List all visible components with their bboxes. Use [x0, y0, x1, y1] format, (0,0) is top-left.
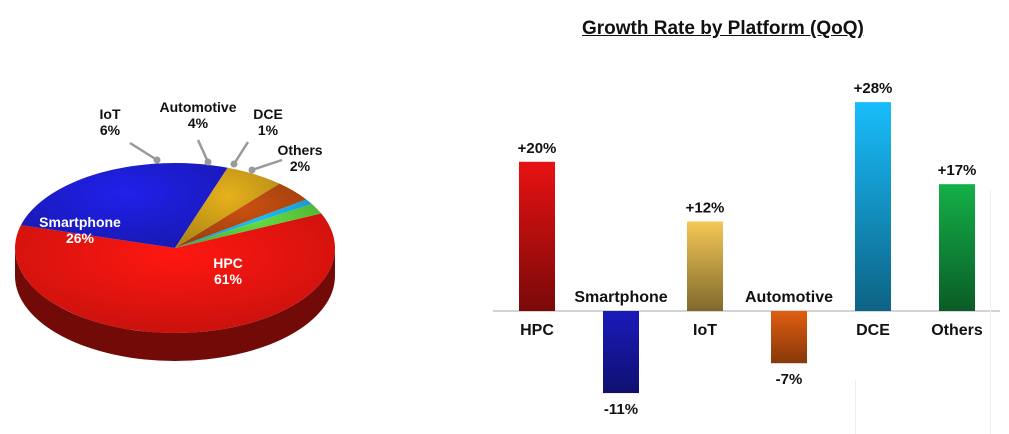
pie-leader-line	[129, 141, 158, 162]
bar-category-label: IoT	[693, 322, 717, 339]
pie-slice-automotive	[175, 183, 307, 248]
pie-slice-side-hpc	[15, 248, 335, 361]
pie-category-label: HPC	[213, 255, 243, 271]
bar-category-label: DCE	[856, 322, 890, 339]
pie-value-label: 4%	[188, 115, 209, 131]
pie-value-label: 26%	[66, 230, 95, 246]
pie-leader-dot	[204, 158, 212, 166]
pie-leader-dot	[230, 160, 238, 168]
bar-automotive	[771, 311, 807, 364]
background-gridline	[855, 380, 856, 434]
pie-category-label: DCE	[253, 106, 283, 122]
pie-leader-line	[196, 139, 210, 163]
bar-category-label: Others	[931, 322, 983, 339]
bar-chart-title: Growth Rate by Platform (QoQ)	[582, 18, 864, 39]
pie-category-label: Smartphone	[39, 214, 121, 230]
pie-category-label: IoT	[100, 106, 121, 122]
bar-iot	[687, 221, 723, 311]
bar-category-label: Smartphone	[574, 289, 667, 306]
bar-others	[939, 184, 975, 311]
pie-leader-dot	[248, 166, 256, 174]
pie-category-label: Others	[277, 142, 322, 158]
bar-hpc	[519, 161, 555, 311]
pie-slice-dce	[175, 199, 312, 248]
bar-chart: +20% HPC -11% Smartphone +12% IoT -7% Automotiv…	[493, 80, 1000, 418]
bar-value-label: +20%	[518, 140, 557, 157]
pie-value-label: 61%	[214, 271, 243, 287]
bar-category-label: Automotive	[745, 289, 833, 306]
bar-value-label: +28%	[854, 80, 893, 97]
bar-value-label: -7%	[776, 371, 803, 388]
pie-category-label: Automotive	[160, 99, 237, 115]
pie-value-label: 2%	[290, 158, 311, 174]
bar-value-label: -11%	[604, 401, 638, 418]
bar-value-label: +17%	[938, 162, 977, 179]
bar-value-label: +12%	[686, 199, 725, 216]
bar-dce	[855, 102, 891, 312]
pie-leader-dot	[153, 156, 161, 164]
bar-category-label: HPC	[520, 322, 554, 339]
background-gridline	[990, 190, 991, 434]
bar-smartphone	[603, 311, 639, 394]
pie-value-label: 6%	[100, 122, 121, 138]
pie-value-label: 1%	[258, 122, 279, 138]
pie-slice-others	[175, 203, 322, 248]
pie-slice-smartphone	[20, 163, 228, 248]
pie-leader-line	[251, 158, 283, 172]
pie-slice-hpc	[14, 213, 335, 333]
pie-leader-line	[232, 141, 250, 165]
pie-slice-iot	[175, 167, 280, 248]
